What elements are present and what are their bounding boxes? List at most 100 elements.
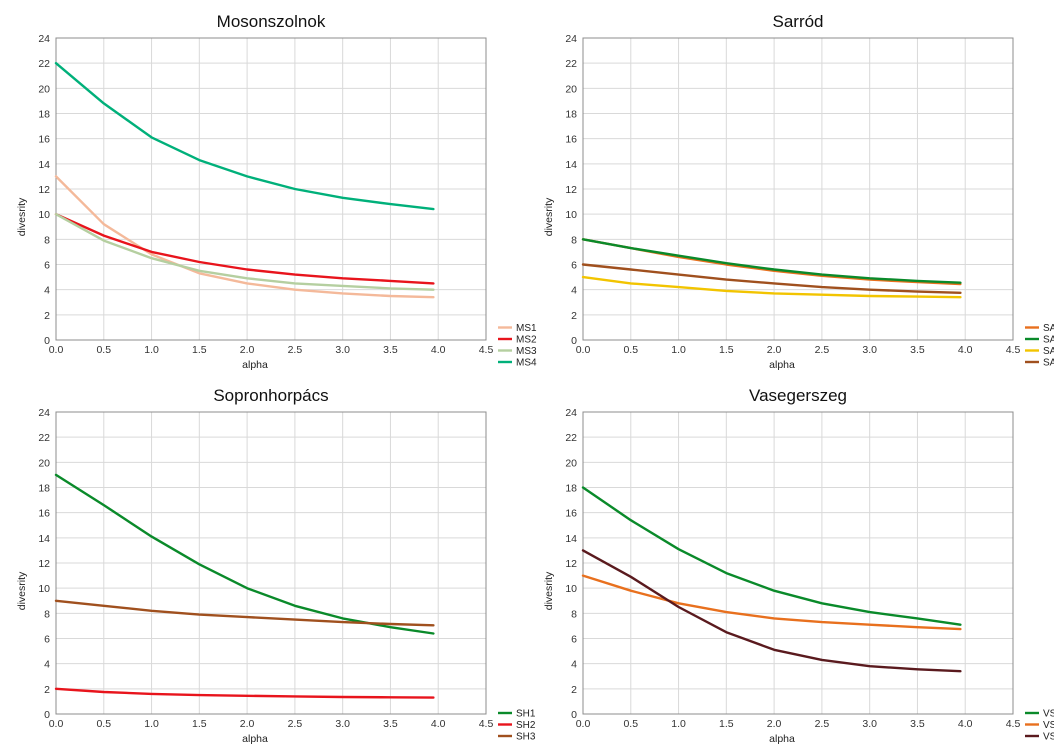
x-tick-label: 2.0 (240, 718, 255, 730)
legend-label-sa1: SA1 (1043, 323, 1054, 334)
y-tick-label: 20 (565, 457, 577, 469)
y-tick-label: 22 (38, 432, 50, 444)
y-tick-label: 6 (571, 634, 577, 646)
legend-label-vs1: VS1 (1043, 709, 1054, 720)
legend-label-sh1: SH1 (516, 709, 536, 720)
x-tick-label: 3.5 (383, 718, 398, 730)
x-tick-label: 2.0 (767, 344, 782, 356)
x-tick-label: 0.0 (576, 718, 591, 730)
y-tick-label: 12 (565, 558, 577, 570)
x-tick-label: 4.5 (479, 718, 494, 730)
y-tick-label: 6 (571, 260, 577, 272)
x-tick-label: 0.0 (576, 344, 591, 356)
x-axis-label: alpha (242, 733, 268, 745)
y-tick-label: 16 (38, 508, 50, 520)
legend-label-ms1: MS1 (516, 323, 537, 334)
y-tick-label: 2 (571, 684, 577, 696)
x-tick-label: 4.5 (1006, 344, 1021, 356)
plot-frame (582, 37, 1014, 341)
y-tick-label: 8 (571, 608, 577, 620)
legend-label-ms3: MS3 (516, 346, 537, 357)
legend-label-sa2: SA2 (1043, 335, 1054, 346)
plot-frame (55, 37, 487, 341)
x-tick-label: 0.5 (623, 718, 638, 730)
series-line-sh2 (54, 687, 435, 699)
x-tick-label: 1.0 (671, 718, 686, 730)
y-tick-label: 14 (38, 159, 50, 171)
legend-label-ms2: MS2 (516, 335, 537, 346)
y-tick-label: 4 (571, 659, 577, 671)
x-tick-label: 4.0 (431, 718, 446, 730)
chart-title: Sopronhorpács (213, 386, 328, 405)
legend-label-sa4: SA4 (1043, 358, 1054, 369)
y-tick-label: 24 (38, 407, 50, 419)
chart-title: Sarród (772, 12, 823, 31)
x-tick-label: 3.5 (910, 718, 925, 730)
y-tick-label: 10 (565, 583, 577, 595)
y-tick-label: 4 (571, 285, 577, 297)
y-tick-label: 20 (38, 83, 50, 95)
y-tick-label: 0 (44, 709, 50, 721)
y-tick-label: 22 (565, 432, 577, 444)
y-tick-label: 0 (571, 709, 577, 721)
y-tick-label: 2 (44, 684, 50, 696)
y-tick-label: 12 (38, 558, 50, 570)
y-tick-label: 10 (38, 583, 50, 595)
series-line-sa3 (581, 275, 962, 299)
x-tick-label: 4.0 (958, 718, 973, 730)
y-tick-label: 10 (38, 209, 50, 221)
y-tick-label: 12 (565, 184, 577, 196)
series-line-sh1 (54, 473, 435, 635)
chart-title: Vasegerszeg (749, 386, 847, 405)
chart-panel-mosonszolnok: Mosonszolnok 0 2 4 6 8 10 12 14 16 18 20 22 24 0.0 0.5 1… (0, 0, 537, 373)
y-tick-label: 22 (38, 58, 50, 70)
x-tick-label: 1.5 (192, 718, 207, 730)
x-tick-label: 0.5 (96, 718, 111, 730)
x-tick-label: 1.5 (192, 344, 207, 356)
y-tick-label: 14 (565, 159, 577, 171)
y-axis-label: divesrity (16, 571, 28, 610)
x-tick-label: 2.5 (815, 344, 830, 356)
series-line-sa4 (581, 263, 962, 294)
y-tick-label: 16 (38, 134, 50, 146)
y-tick-label: 14 (38, 533, 50, 545)
x-tick-label: 2.5 (288, 718, 303, 730)
y-tick-label: 16 (565, 134, 577, 146)
x-tick-label: 3.0 (335, 344, 350, 356)
x-tick-label: 3.0 (335, 718, 350, 730)
series-line-sa1 (581, 238, 962, 286)
y-tick-label: 18 (565, 483, 577, 495)
plot-frame (55, 411, 487, 715)
y-tick-label: 4 (44, 659, 50, 671)
series-line-vs1 (581, 486, 962, 626)
y-tick-label: 0 (44, 335, 50, 347)
y-tick-label: 24 (38, 33, 50, 45)
legend-label-vs2: VS2 (1043, 720, 1054, 731)
y-tick-label: 14 (565, 533, 577, 545)
y-tick-label: 18 (565, 109, 577, 121)
series-line-sa2 (581, 238, 962, 284)
series-line-vs2 (581, 574, 962, 631)
legend-label-sh2: SH2 (516, 720, 536, 731)
x-tick-label: 3.0 (862, 718, 877, 730)
x-tick-label: 2.0 (767, 718, 782, 730)
y-tick-label: 24 (565, 33, 577, 45)
y-tick-label: 18 (38, 109, 50, 121)
y-tick-label: 6 (44, 634, 50, 646)
x-tick-label: 1.5 (719, 718, 734, 730)
x-axis-label: alpha (242, 359, 268, 371)
y-tick-label: 22 (565, 58, 577, 70)
y-tick-label: 18 (38, 483, 50, 495)
y-tick-label: 8 (44, 608, 50, 620)
x-tick-label: 4.0 (431, 344, 446, 356)
y-tick-label: 24 (565, 407, 577, 419)
x-tick-label: 2.5 (815, 718, 830, 730)
y-tick-label: 12 (38, 184, 50, 196)
y-tick-label: 16 (565, 508, 577, 520)
series-line-ms1 (54, 175, 435, 299)
series-line-ms3 (54, 212, 435, 291)
